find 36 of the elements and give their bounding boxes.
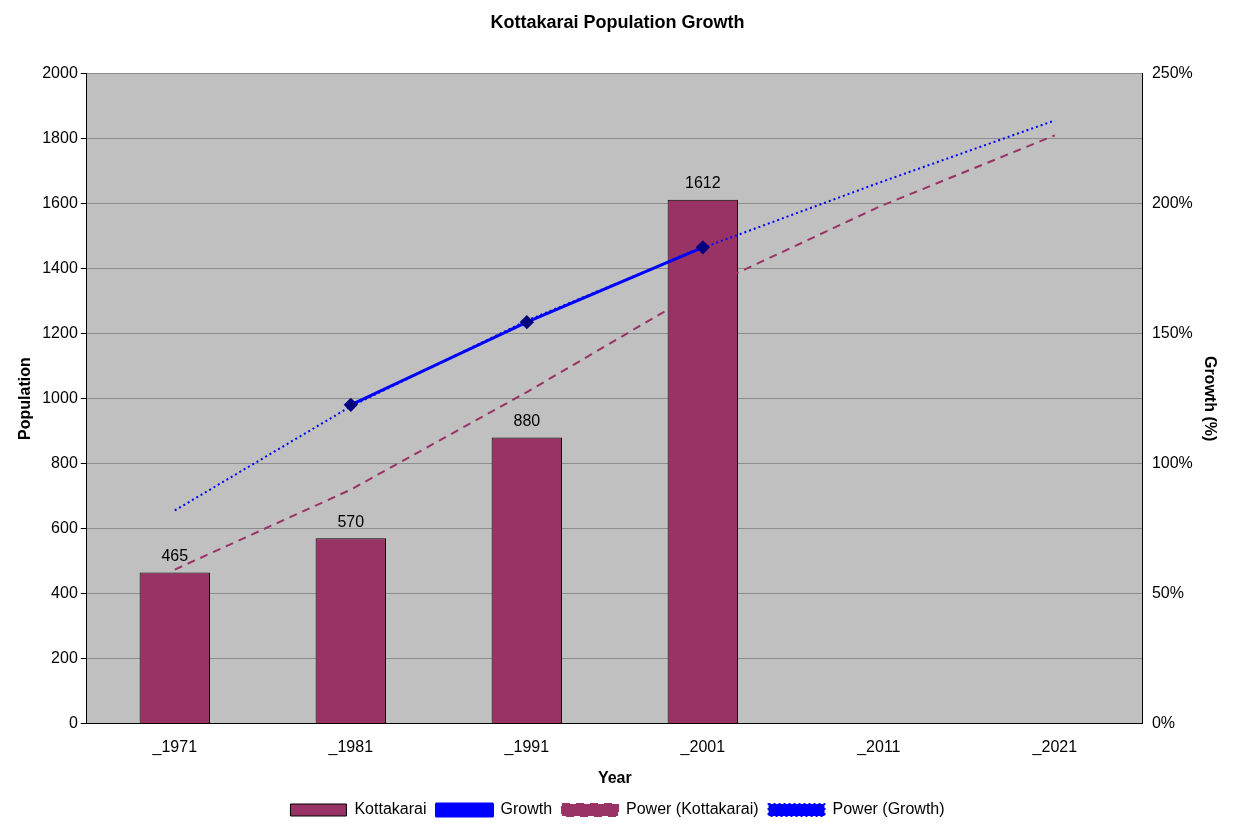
y2-tick-label: 50%: [1151, 584, 1184, 602]
legend-label: Power (Kottakarai): [626, 800, 759, 818]
y-tick-label: 600: [51, 519, 78, 537]
data-label: 880: [513, 412, 541, 430]
y2-tick-label: 150%: [1151, 324, 1193, 342]
y-tick-label: 800: [51, 454, 78, 472]
y-tick-label: 1200: [42, 324, 78, 342]
legend-label: Kottakarai: [354, 800, 427, 818]
x-tick-label: _1971: [151, 737, 198, 756]
data-label: 465: [161, 546, 189, 564]
x-tick-label: _2021: [1031, 737, 1078, 756]
x-tick-label: _2011: [856, 737, 901, 756]
y-tick-label: 200: [51, 649, 78, 667]
y-tick-label: 1600: [42, 194, 78, 212]
legend-label: Growth: [500, 800, 553, 818]
y2-axis-title: Growth (%): [1201, 355, 1219, 442]
legend-label: Power (Growth): [832, 800, 945, 818]
y-tick-label: 1400: [42, 259, 78, 277]
y-tick-label: 1800: [42, 129, 78, 147]
y-tick-label: 2000: [42, 64, 78, 82]
x-axis-title: Year: [597, 768, 632, 786]
y2-tick-label: 100%: [1151, 454, 1193, 472]
y2-tick-label: 250%: [1151, 64, 1193, 82]
x-tick-label: _1991: [503, 737, 550, 756]
y-tick-label: 400: [51, 584, 78, 602]
y-tick-label: 1000: [42, 389, 78, 407]
data-label: 1612: [685, 174, 721, 192]
y-axis-title: Population: [16, 357, 34, 440]
y2-tick-label: 200%: [1151, 194, 1193, 212]
x-tick-label: _1981: [327, 737, 374, 756]
y-tick-label: 0: [68, 714, 78, 732]
x-tick-label: _2001: [679, 737, 726, 756]
y2-tick-label: 0%: [1151, 714, 1175, 732]
data-label: 570: [337, 512, 365, 530]
chart-title: Kottakarai Population Growth: [490, 11, 745, 32]
line-series: [173, 119, 1056, 512]
